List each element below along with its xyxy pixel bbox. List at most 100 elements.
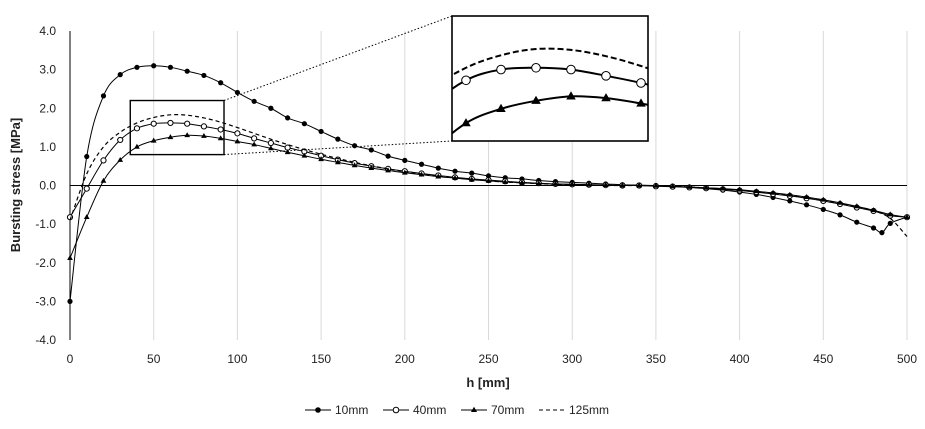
connector-line-top [223, 15, 453, 101]
legend-label-70mm: 70mm [491, 403, 524, 417]
data-point-10mm [268, 105, 274, 111]
data-point-70mm [150, 137, 157, 143]
inset-data-point-40mm [531, 62, 541, 73]
legend-label-10mm: 10mm [335, 403, 368, 417]
data-point-10mm [117, 72, 123, 78]
legend-label-125mm: 125mm [569, 403, 609, 417]
series-line-125mm [69, 114, 908, 237]
data-point-70mm [117, 156, 124, 162]
data-point-10mm [134, 64, 140, 70]
data-point-10mm [402, 157, 408, 163]
inset-series-125mm [452, 47, 648, 77]
data-point-70mm [167, 134, 174, 140]
data-point-70mm [184, 132, 191, 138]
data-point-10mm [84, 153, 90, 160]
y-tick-label: 4.0 [39, 24, 56, 38]
zoom-inset [223, 15, 649, 156]
x-tick-label: 100 [227, 352, 247, 366]
data-point-70mm [770, 189, 776, 195]
legend-label-40mm: 40mm [413, 403, 446, 417]
data-point-40mm [133, 125, 141, 132]
legend-marker-10mm [315, 407, 321, 413]
series-125mm [69, 114, 908, 237]
data-point-70mm [904, 214, 910, 220]
inset-data-point-70mm [496, 103, 506, 112]
data-point-10mm [485, 173, 492, 179]
data-point-10mm [318, 128, 324, 135]
data-point-40mm [83, 185, 90, 192]
y-axis-title: Bursting stress [MPa] [8, 118, 23, 252]
data-point-40mm [234, 130, 241, 137]
data-point-70mm [83, 214, 90, 220]
data-point-10mm [201, 72, 207, 79]
data-point-70mm [234, 138, 241, 144]
data-point-10mm [385, 153, 391, 159]
y-tick-label: -4.0 [35, 333, 56, 347]
data-point-70mm [385, 167, 391, 173]
x-tick-label: 250 [478, 352, 498, 366]
data-point-10mm [854, 219, 860, 225]
inset-series-70mm [452, 91, 648, 135]
data-point-70mm [318, 156, 324, 162]
data-point-10mm [351, 143, 358, 149]
data-point-10mm [435, 165, 441, 171]
inset-data-point-70mm [566, 91, 576, 100]
data-point-70mm [653, 182, 659, 188]
data-point-10mm [184, 68, 190, 74]
y-tick-label: 3.0 [39, 63, 56, 77]
x-tick-label: 200 [395, 352, 415, 366]
inset-data-point-40mm [461, 75, 471, 86]
inset-data-point-70mm [461, 118, 471, 127]
data-point-70mm [217, 135, 224, 141]
x-tick-label: 50 [147, 352, 161, 366]
data-point-10mm [887, 220, 893, 226]
inset-data-point-40mm [566, 64, 576, 75]
data-point-10mm [870, 225, 877, 231]
data-point-70mm [468, 176, 475, 182]
inset-data-point-40mm [636, 78, 646, 88]
x-tick-label: 500 [897, 352, 917, 366]
data-point-10mm [803, 202, 810, 208]
data-point-40mm [184, 120, 191, 127]
data-point-40mm [251, 135, 258, 142]
inset-data-point-70mm [601, 93, 611, 102]
data-point-70mm [134, 143, 140, 149]
data-point-70mm [100, 177, 107, 183]
data-point-70mm [351, 162, 358, 168]
inset-series-line-125mm [452, 47, 648, 77]
x-tick-label: 300 [562, 352, 582, 366]
legend-item-10mm: 10mm [305, 403, 368, 417]
data-point-10mm [301, 121, 307, 127]
data-point-40mm [217, 126, 224, 133]
series-group [66, 63, 911, 304]
legend: 10mm 40mm 70mm 125mm [305, 403, 609, 417]
data-point-70mm [67, 255, 73, 260]
legend-marker-40mm [392, 406, 400, 414]
data-point-10mm [368, 147, 374, 153]
inset-data-point-40mm [601, 71, 611, 81]
data-point-70mm [636, 182, 643, 188]
legend-item-40mm: 40mm [383, 403, 446, 417]
inset-series-40mm [452, 62, 648, 91]
x-tick-label: 150 [311, 352, 331, 366]
y-tick-label: 0.0 [39, 179, 56, 193]
data-point-10mm [335, 136, 341, 142]
data-point-70mm [301, 152, 308, 158]
data-point-40mm [267, 139, 274, 147]
y-tick-label: -3.0 [35, 294, 56, 308]
data-point-70mm [435, 173, 442, 179]
data-point-40mm [200, 123, 208, 130]
inset-data-point-40mm [496, 64, 506, 75]
data-point-10mm [285, 115, 291, 121]
data-point-40mm [117, 136, 124, 144]
inset-series-group [452, 47, 648, 135]
y-tick-label: -1.0 [35, 217, 56, 231]
x-axis-title: h [mm] [466, 375, 509, 390]
data-point-10mm [218, 80, 224, 86]
data-point-10mm [452, 168, 458, 174]
data-point-10mm [167, 64, 174, 70]
data-point-10mm [418, 161, 425, 167]
x-tick-label: 400 [730, 352, 750, 366]
y-tick-label: 1.0 [39, 140, 56, 154]
